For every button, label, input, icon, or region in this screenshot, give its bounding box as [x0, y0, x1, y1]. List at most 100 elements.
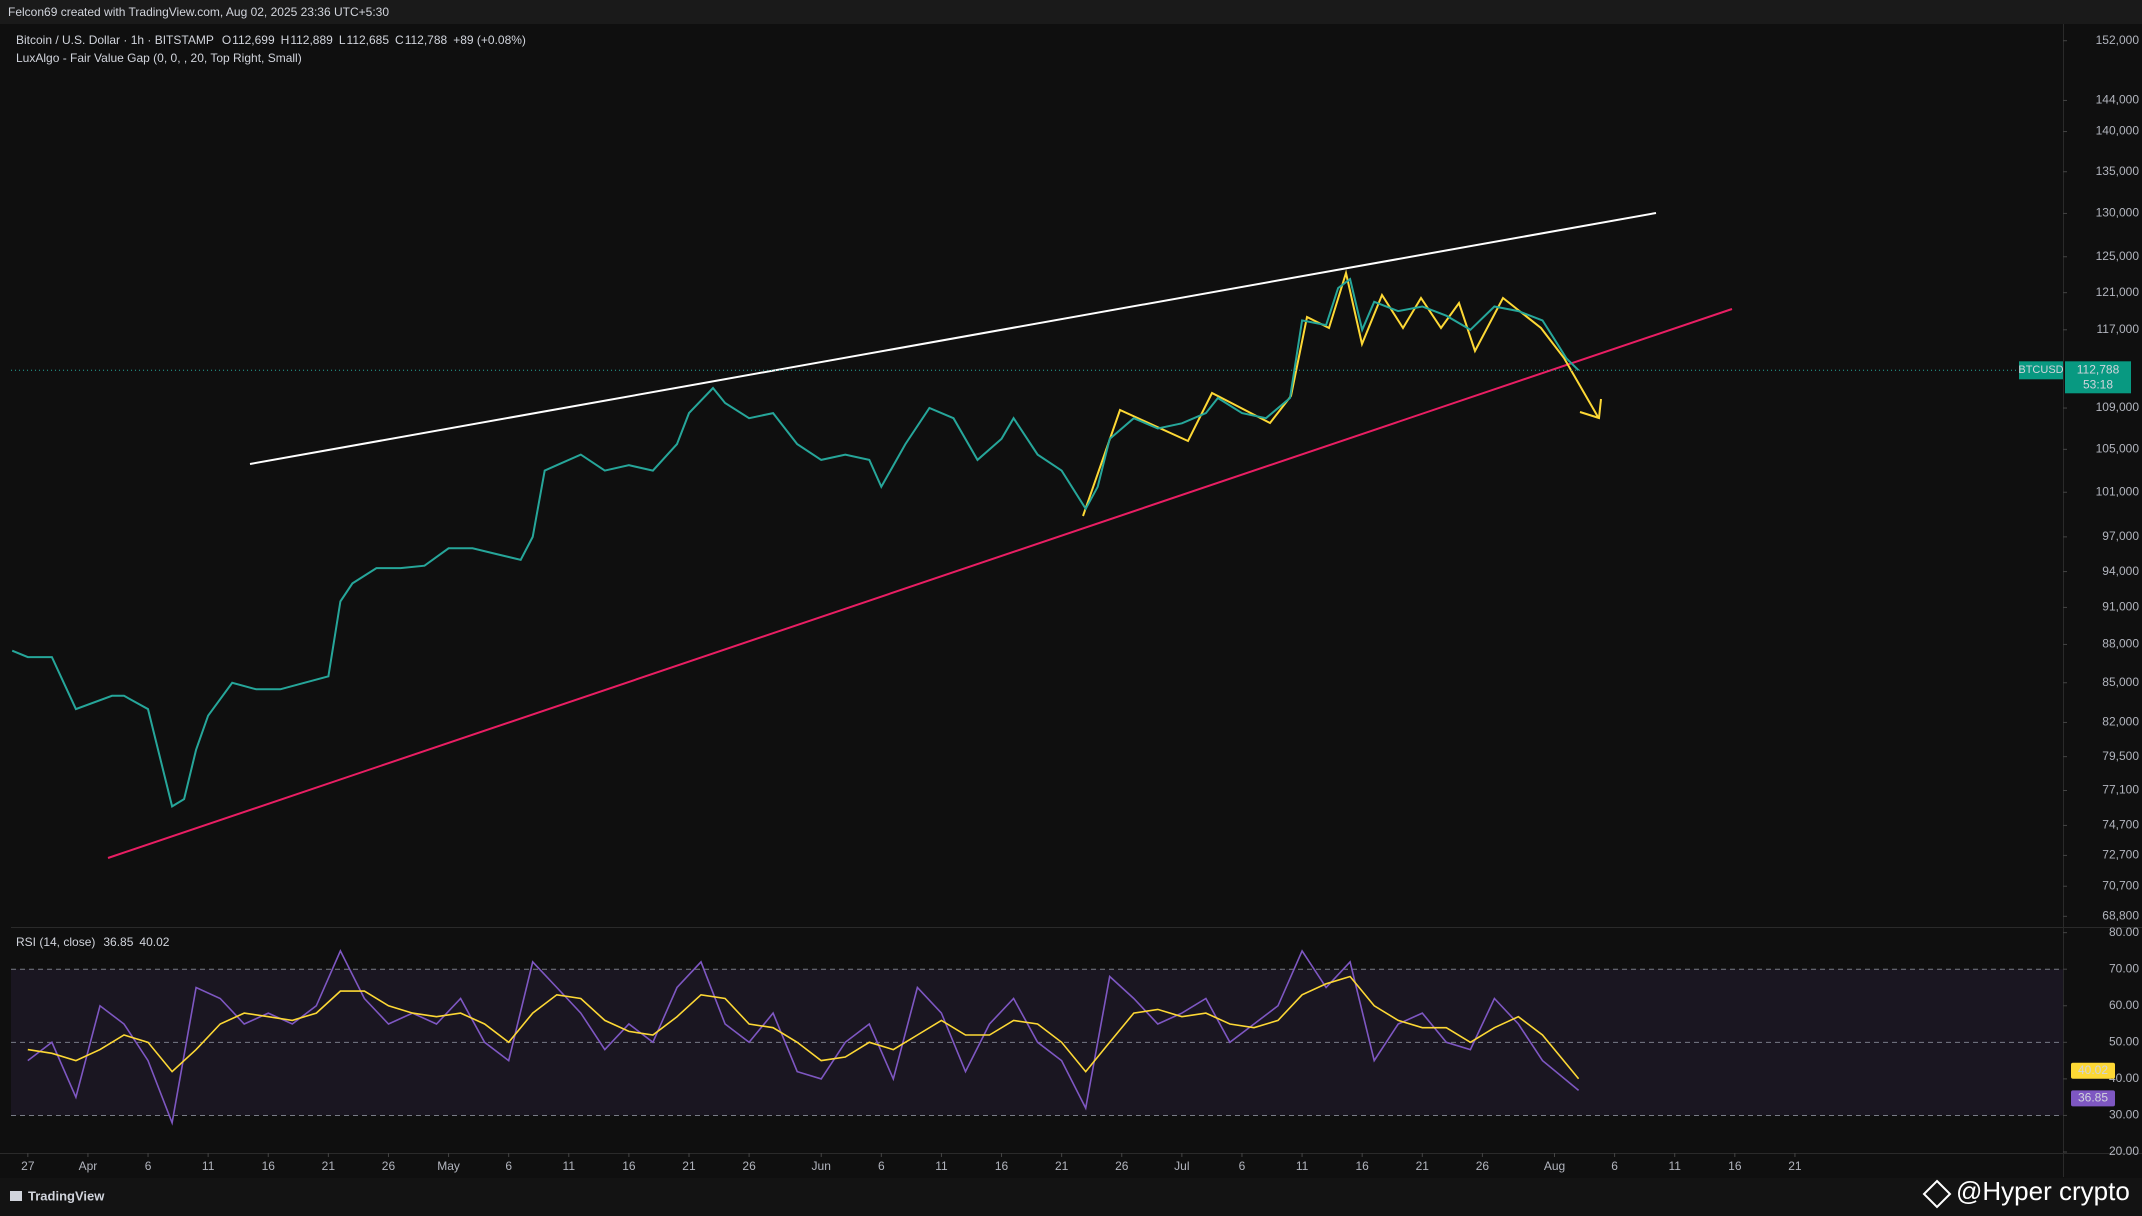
legend-key: H: [281, 33, 290, 47]
support-trendline: [107, 308, 1733, 859]
resistance-trendline: [249, 212, 1657, 465]
x-tick-label: Jun: [812, 1159, 831, 1173]
price-label: 112,788: [2077, 362, 2120, 376]
x-tick-label: 16: [262, 1159, 276, 1173]
x-tick-label: 26: [382, 1159, 396, 1173]
x-tick-label: 16: [1355, 1159, 1369, 1173]
y-tick-label: 70,700: [2102, 878, 2139, 892]
x-tick-label: 6: [1611, 1159, 1618, 1173]
legend-key: O: [222, 33, 231, 47]
y-tick-label: 72,700: [2102, 848, 2139, 862]
tradingview-logo: TradingView: [10, 1188, 105, 1203]
x-tick-label: 21: [1416, 1159, 1430, 1173]
header-text: Felcon69 created with TradingView.com, A…: [8, 5, 389, 19]
y-tick-label: 135,000: [2096, 164, 2140, 178]
x-tick-label: 26: [1115, 1159, 1129, 1173]
y-tick-label: 40.00: [2109, 1071, 2139, 1085]
rsi-value-label: 40.02: [2078, 1063, 2108, 1077]
x-tick-label: 26: [1476, 1159, 1490, 1173]
x-tick-label: Jul: [1174, 1159, 1189, 1173]
x-tick-label: 21: [1055, 1159, 1069, 1173]
y-tick-label: 82,000: [2102, 715, 2139, 729]
x-tick-label: 11: [202, 1159, 215, 1173]
arrow-head: [1579, 398, 1602, 420]
y-tick-label: 74,700: [2102, 818, 2139, 832]
legend-value: 112,889: [290, 33, 333, 47]
x-tick-label: 6: [1239, 1159, 1246, 1173]
symbol-label: BTCUSD: [2018, 364, 2063, 376]
countdown-label: 53:18: [2083, 377, 2113, 391]
legend-title: Bitcoin / U.S. Dollar · 1h · BITSTAMP: [16, 33, 214, 47]
legend-key: C: [395, 33, 404, 47]
price-box: [2065, 361, 2131, 394]
x-tick-label: 6: [878, 1159, 885, 1173]
rsi-value-label: 36.85: [2078, 1091, 2108, 1105]
x-tick-label: 21: [682, 1159, 696, 1173]
x-tick-label: 11: [935, 1159, 948, 1173]
symbol-box: [2019, 361, 2063, 380]
y-tick-label: 130,000: [2096, 206, 2140, 220]
y-tick-label: 109,000: [2096, 400, 2140, 414]
rsi-value-box: [2071, 1062, 2115, 1079]
x-tick-label: 27: [21, 1159, 35, 1173]
footer-brand: TradingView: [28, 1188, 105, 1203]
x-tick-label: 11: [1296, 1159, 1309, 1173]
x-tick-label: 11: [563, 1159, 576, 1173]
x-tick-label: 6: [145, 1159, 152, 1173]
y-tick-label: 60.00: [2109, 998, 2139, 1012]
y-tick-label: 30.00: [2109, 1108, 2139, 1122]
y-tick-label: 85,000: [2102, 675, 2139, 689]
legend-value: 112,685: [347, 33, 390, 47]
series-line: [11, 277, 1580, 808]
y-tick-label: 80.00: [2109, 925, 2139, 939]
watermark-text: @Hyper crypto: [1956, 1176, 2130, 1206]
y-tick-label: 94,000: [2102, 564, 2139, 578]
y-tick-label: 117,000: [2097, 322, 2140, 336]
y-tick-label: 77,100: [2102, 783, 2139, 797]
y-tick-label: 20.00: [2109, 1144, 2139, 1158]
x-tick-label: May: [437, 1159, 460, 1173]
legend-value: 112,699: [232, 33, 275, 47]
x-tick-label: Apr: [79, 1159, 98, 1173]
series-line: [27, 975, 1580, 1080]
x-tick-label: 6: [505, 1159, 512, 1173]
rsi-value-box: [2071, 1090, 2115, 1107]
y-tick-label: 152,000: [2096, 33, 2140, 47]
y-tick-label: 79,500: [2102, 749, 2139, 763]
legend-indicator: LuxAlgo - Fair Value Gap (0, 0, , 20, To…: [16, 51, 302, 65]
y-tick-label: 91,000: [2102, 600, 2139, 614]
footer-bar: [0, 1178, 2142, 1216]
y-tick-label: 88,000: [2102, 637, 2139, 651]
y-tick-label: 125,000: [2096, 249, 2140, 263]
y-tick-label: 50.00: [2109, 1034, 2139, 1048]
x-tick-label: 16: [1728, 1159, 1742, 1173]
x-tick-label: 21: [1788, 1159, 1802, 1173]
legend-change: +89 (+0.08%): [453, 33, 526, 47]
y-tick-label: 121,000: [2096, 285, 2140, 299]
y-tick-label: 105,000: [2096, 442, 2140, 456]
rsi-legend-value: 40.02: [139, 935, 169, 949]
rsi-title: RSI (14, close): [16, 935, 95, 949]
x-tick-label: 16: [995, 1159, 1009, 1173]
y-tick-label: 70.00: [2109, 961, 2139, 975]
series-line: [27, 949, 1580, 1126]
y-tick-label: 97,000: [2102, 529, 2139, 543]
watermark: @Hyper crypto: [1922, 1176, 2130, 1209]
x-tick-label: 26: [742, 1159, 756, 1173]
y-tick-label: 144,000: [2096, 93, 2140, 107]
legend-value: 112,788: [405, 33, 448, 47]
header-bar: [0, 0, 2142, 24]
legend-key: L: [339, 33, 346, 47]
rsi-legend-value: 36.85: [103, 935, 133, 949]
x-tick-label: Aug: [1544, 1159, 1565, 1173]
x-tick-label: 21: [322, 1159, 336, 1173]
y-tick-label: 140,000: [2096, 124, 2140, 138]
y-tick-label: 68,800: [2102, 908, 2139, 922]
price-panel: [11, 27, 2063, 926]
x-tick-label: 16: [622, 1159, 636, 1173]
y-tick-label: 101,000: [2096, 484, 2140, 498]
x-tick-label: 11: [1668, 1159, 1681, 1173]
legend: Bitcoin / U.S. Dollar · 1h · BITSTAMP Lu…: [16, 33, 526, 65]
